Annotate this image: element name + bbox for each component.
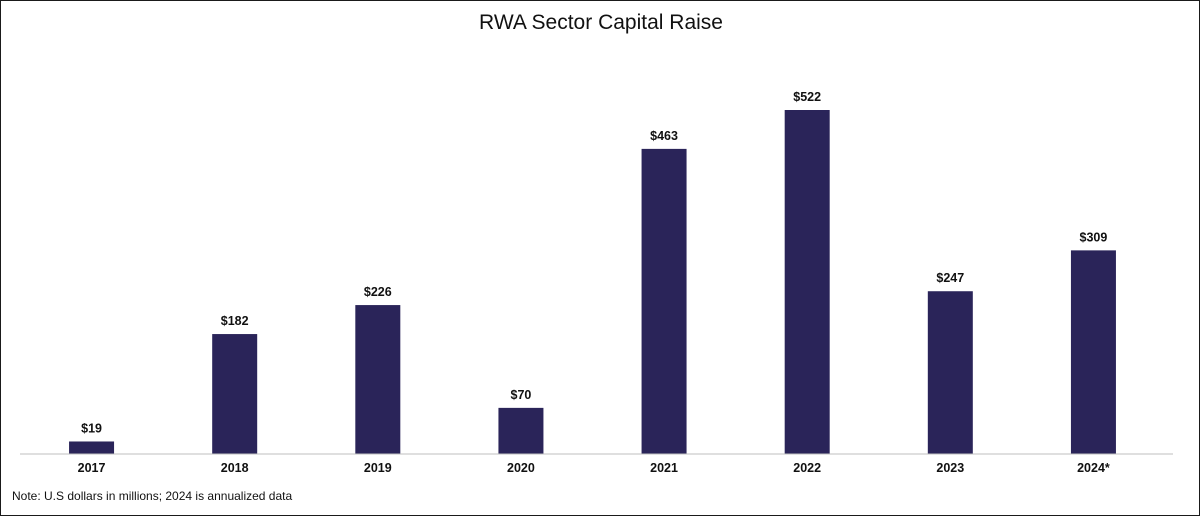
data-label-6: $247 <box>936 271 964 285</box>
data-label-0: $19 <box>81 421 102 435</box>
bar-1 <box>212 334 258 454</box>
data-label-3: $70 <box>511 388 532 402</box>
x-tick-labels-group: 2017 2018 2019 2020 2021 2022 2023 2024* <box>78 461 1110 475</box>
bars-group <box>69 110 1116 454</box>
x-tick-label-4: 2021 <box>650 461 678 475</box>
x-tick-label-3: 2020 <box>507 461 535 475</box>
bar-7 <box>1070 250 1116 454</box>
x-tick-label-1: 2018 <box>221 461 249 475</box>
chart-title: RWA Sector Capital Raise <box>479 11 723 34</box>
data-label-7: $309 <box>1080 230 1108 244</box>
data-labels-group: $19 $182 $226 $70 $463 $522 $247 $309 <box>81 90 1107 435</box>
data-label-2: $226 <box>364 285 392 299</box>
x-tick-label-5: 2022 <box>793 461 821 475</box>
bar-5 <box>784 110 830 454</box>
chart-note: Note: U.S dollars in millions; 2024 is a… <box>12 489 293 503</box>
data-label-5: $522 <box>793 90 821 104</box>
data-label-1: $182 <box>221 314 249 328</box>
bar-4 <box>641 148 687 454</box>
bar-6 <box>927 291 973 454</box>
bar-3 <box>498 407 544 454</box>
x-tick-label-0: 2017 <box>78 461 106 475</box>
data-label-4: $463 <box>650 129 678 143</box>
x-tick-label-6: 2023 <box>936 461 964 475</box>
bar-2 <box>355 305 401 454</box>
x-tick-label-2: 2019 <box>364 461 392 475</box>
bar-0 <box>69 441 115 454</box>
x-tick-label-7: 2024* <box>1077 461 1110 475</box>
